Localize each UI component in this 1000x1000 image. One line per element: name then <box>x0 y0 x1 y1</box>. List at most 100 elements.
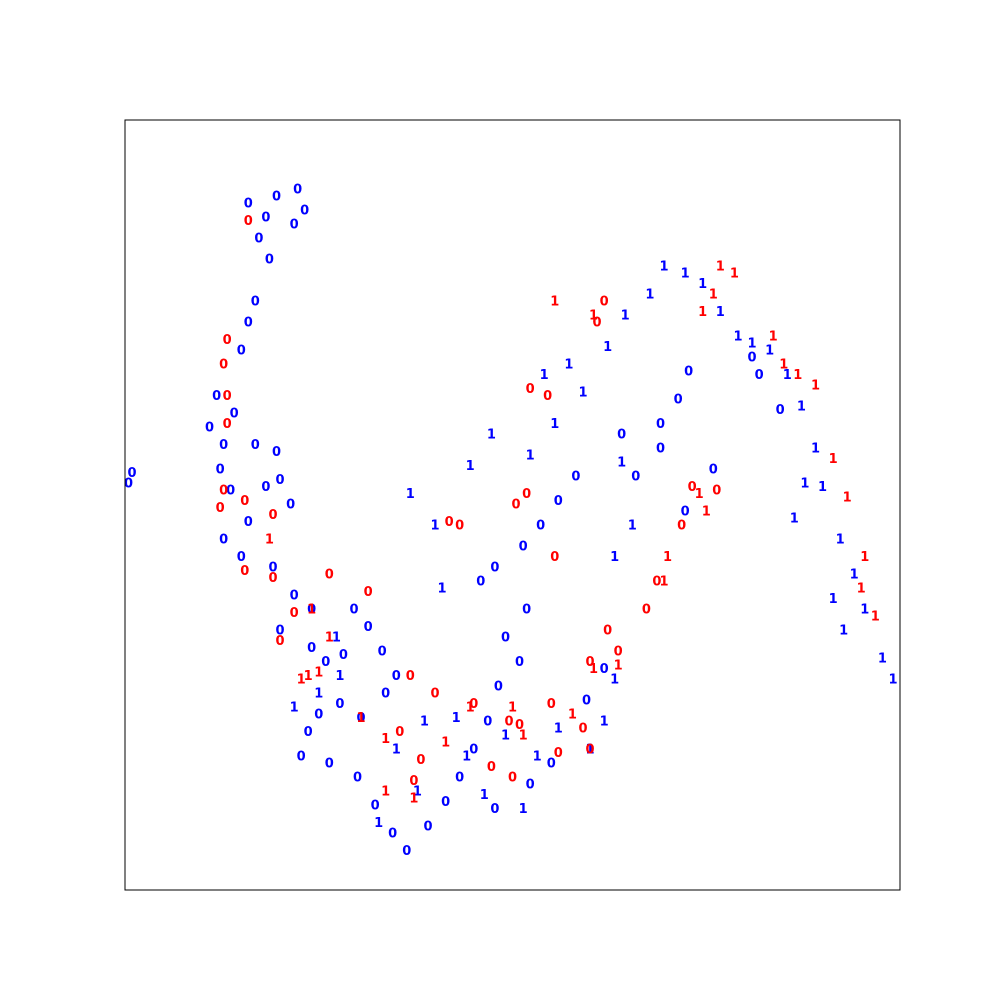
scatter-point-0-61: 0 <box>536 519 545 534</box>
scatter-point-1-4: 1 <box>526 449 535 464</box>
scatter-point-0-15: 0 <box>216 463 225 478</box>
scatter-point-0-33: 0 <box>339 648 348 663</box>
scatter-point-1-29: 1 <box>628 519 637 534</box>
scatter-point-0-58: 0 <box>476 575 485 590</box>
scatter-point-1-8: 1 <box>659 260 668 275</box>
scatter-point-0-31: 0 <box>307 641 316 656</box>
scatter-point-2-14: 0 <box>364 585 373 600</box>
scatter-point-1-46: 1 <box>290 701 299 716</box>
scatter-point-3-22: 1 <box>793 368 802 383</box>
scatter-point-1-20: 1 <box>850 568 859 583</box>
scatter-point-1-48: 1 <box>430 519 439 534</box>
scatter-point-0-60: 0 <box>519 540 528 555</box>
scatter-point-0-7: 0 <box>265 253 274 268</box>
scatter-point-1-1: 1 <box>564 358 573 373</box>
scatter-point-3-3: 1 <box>314 666 323 681</box>
scatter-point-2-39: 0 <box>600 295 609 310</box>
scatter-point-0-35: 0 <box>364 620 373 635</box>
scatter-point-3-26: 1 <box>860 550 869 565</box>
scatter-point-1-43: 1 <box>480 788 489 803</box>
scatter-point-1-35: 1 <box>533 750 542 765</box>
scatter-point-1-50: 1 <box>487 428 496 443</box>
scatter-point-1-44: 1 <box>519 802 528 817</box>
scatter-point-0-72: 0 <box>674 393 683 408</box>
scatter-point-0-11: 0 <box>212 389 221 404</box>
scatter-point-0-54: 0 <box>494 680 503 695</box>
scatter-point-0-78: 0 <box>776 403 785 418</box>
scatter-point-2-15: 0 <box>406 669 415 684</box>
scatter-point-3-7: 1 <box>409 792 418 807</box>
scatter-point-2-16: 0 <box>430 687 439 702</box>
scatter-point-0-23: 0 <box>286 498 295 513</box>
scatter-point-0-69: 0 <box>631 470 640 485</box>
scatter-point-1-51: 1 <box>466 459 475 474</box>
scatter-point-2-35: 0 <box>522 487 531 502</box>
scatter-point-1-42: 1 <box>452 711 461 726</box>
scatter-point-0-74: 0 <box>656 442 665 457</box>
scatter-point-2-6: 0 <box>216 501 225 516</box>
scatter-point-0-12: 0 <box>205 421 214 436</box>
scatter-point-3-4: 1 <box>356 711 365 726</box>
scatter-point-3-0: 1 <box>265 533 274 548</box>
scatter-point-2-45: 0 <box>585 743 594 758</box>
scatter-point-3-19: 1 <box>709 288 718 303</box>
scatter-point-0-22: 0 <box>275 473 284 488</box>
scatter-point-2-18: 0 <box>504 715 513 730</box>
scatter-point-2-13: 0 <box>325 568 334 583</box>
scatter-point-0-50: 0 <box>441 795 450 810</box>
scatter-point-3-27: 1 <box>857 582 866 597</box>
scatter-point-0-75: 0 <box>681 505 690 520</box>
scatter-point-0-48: 0 <box>402 844 411 859</box>
scatter-point-1-39: 1 <box>374 816 383 831</box>
scatter-point-0-36: 0 <box>378 645 387 660</box>
scatter-point-0-55: 0 <box>515 655 524 670</box>
scatter-point-0-20: 0 <box>261 480 270 495</box>
scatter-point-0-53: 0 <box>483 715 492 730</box>
scatter-point-3-2: 1 <box>325 631 334 646</box>
scatter-point-2-7: 0 <box>240 494 249 509</box>
scatter-point-3-24: 1 <box>829 452 838 467</box>
scatter-point-0-34: 0 <box>349 603 358 618</box>
scatter-point-1-21: 1 <box>860 603 869 618</box>
scatter-point-2-9: 0 <box>240 564 249 579</box>
scatter-point-3-16: 1 <box>663 550 672 565</box>
scatter-point-0-26: 0 <box>237 550 246 565</box>
scatter-point-2-34: 0 <box>511 498 520 513</box>
scatter-point-3-6: 1 <box>381 785 390 800</box>
scatter-point-0-38: 0 <box>381 687 390 702</box>
scatter-point-0-8: 0 <box>251 295 260 310</box>
scatter-point-1-17: 1 <box>811 442 820 457</box>
scatter-point-0-5: 0 <box>290 218 299 233</box>
scatter-point-0-18: 0 <box>127 466 136 481</box>
scatter-point-1-28: 1 <box>617 456 626 471</box>
scatter-point-3-9: 1 <box>466 701 475 716</box>
scatter-point-0-19: 0 <box>251 438 260 453</box>
scatter-point-1-24: 1 <box>800 477 809 492</box>
scatter-point-0-6: 0 <box>254 232 263 247</box>
scatter-point-3-32: 1 <box>695 487 704 502</box>
scatter-point-0-45: 0 <box>353 771 362 786</box>
scatter-point-3-14: 1 <box>614 659 623 674</box>
scatter-point-1-22: 1 <box>878 652 887 667</box>
scatter-point-1-18: 1 <box>818 480 827 495</box>
scatter-point-1-26: 1 <box>829 592 838 607</box>
scatter-point-1-45: 1 <box>314 687 323 702</box>
scatter-point-2-33: 0 <box>455 519 464 534</box>
scatter-point-0-13: 0 <box>219 438 228 453</box>
scatter-point-1-31: 1 <box>610 673 619 688</box>
scatter-point-2-0: 0 <box>244 214 253 229</box>
scatter-point-3-31: 1 <box>589 309 598 324</box>
scatter-point-0-10: 0 <box>237 344 246 359</box>
scatter-point-0-25: 0 <box>219 533 228 548</box>
scatter-point-3-21: 1 <box>779 358 788 373</box>
scatter-point-1-7: 1 <box>645 288 654 303</box>
scatter-point-1-12: 1 <box>733 330 742 345</box>
scatter-point-2-37: 0 <box>526 382 535 397</box>
scatter-point-3-1: 1 <box>307 603 316 618</box>
scatter-point-0-44: 0 <box>325 757 334 772</box>
scatter-point-1-11: 1 <box>716 305 725 320</box>
scatter-point-3-18: 1 <box>730 267 739 282</box>
scatter-point-1-36: 1 <box>501 729 510 744</box>
scatter-point-0-40: 0 <box>335 697 344 712</box>
